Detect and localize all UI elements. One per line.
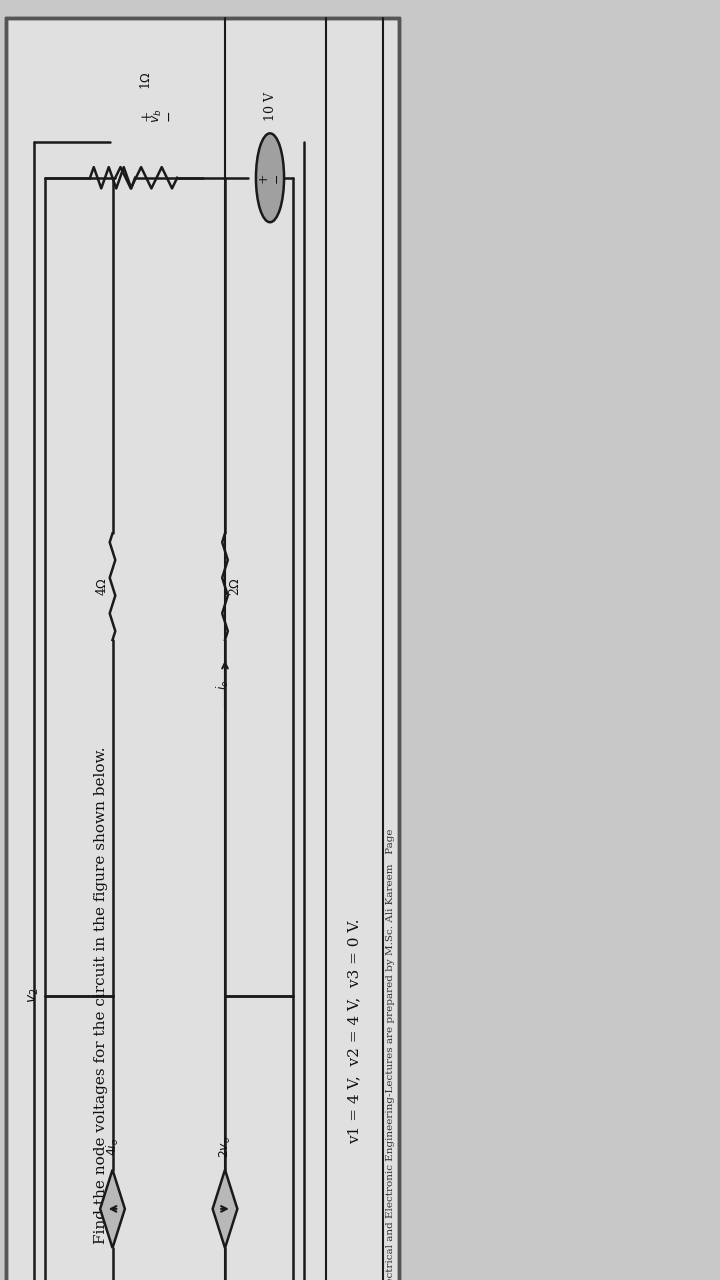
Text: $2v_o$: $2v_o$ <box>217 1135 233 1158</box>
Text: $4i_o$: $4i_o$ <box>104 1138 120 1156</box>
Text: $v_2$: $v_2$ <box>27 988 41 1004</box>
Text: +: + <box>139 110 153 122</box>
Polygon shape <box>100 1170 125 1248</box>
Text: −: − <box>270 173 283 183</box>
Circle shape <box>256 133 284 223</box>
Text: ity of Thi-Qar/Department of Electrical and Electronic Engineering-Lectures are : ity of Thi-Qar/Department of Electrical … <box>387 828 395 1280</box>
Text: 1$\Omega$: 1$\Omega$ <box>139 70 153 90</box>
Text: $i_o$: $i_o$ <box>215 680 231 690</box>
Text: +: + <box>257 173 270 183</box>
Text: $v_b$: $v_b$ <box>151 109 164 123</box>
Polygon shape <box>212 1170 238 1248</box>
Text: 4$\Omega$: 4$\Omega$ <box>95 577 109 596</box>
Text: −: − <box>162 110 176 122</box>
Text: v1 = 4 V,  v2 = 4 V,  v3 = 0 V.: v1 = 4 V, v2 = 4 V, v3 = 0 V. <box>347 918 361 1144</box>
Text: 10 V: 10 V <box>264 92 276 122</box>
Text: 2$\Omega$: 2$\Omega$ <box>228 577 242 596</box>
Text: Find the node voltages for the circuit in the figure shown below.: Find the node voltages for the circuit i… <box>94 746 108 1244</box>
Polygon shape <box>6 18 400 1280</box>
